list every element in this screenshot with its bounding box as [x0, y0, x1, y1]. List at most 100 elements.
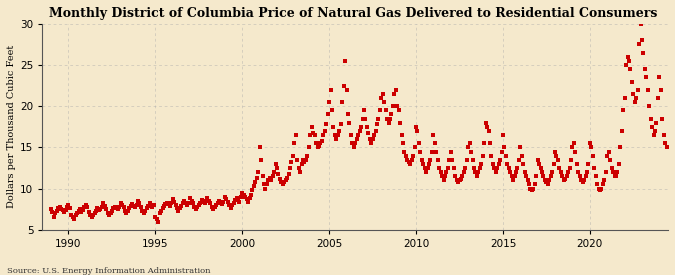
Point	[380, 108, 391, 112]
Point	[423, 166, 433, 170]
Point	[153, 219, 164, 224]
Point	[510, 170, 521, 174]
Point	[398, 141, 408, 145]
Point	[608, 170, 618, 174]
Point	[51, 209, 62, 213]
Point	[85, 213, 96, 217]
Point	[160, 202, 171, 207]
Point	[387, 104, 398, 108]
Point	[263, 178, 274, 183]
Point	[620, 63, 631, 67]
Point	[450, 174, 460, 178]
Point	[56, 207, 67, 211]
Point	[182, 203, 192, 207]
Point	[492, 166, 503, 170]
Point	[73, 209, 84, 213]
Point	[518, 162, 529, 166]
Point	[557, 174, 568, 178]
Point	[138, 211, 149, 216]
Point	[253, 170, 264, 174]
Point	[385, 116, 396, 121]
Point	[127, 202, 138, 207]
Point	[200, 199, 211, 203]
Point	[157, 206, 168, 211]
Point	[184, 200, 194, 205]
Point	[568, 141, 579, 145]
Point	[295, 170, 306, 174]
Point	[247, 188, 258, 192]
Point	[236, 195, 246, 199]
Point	[69, 217, 80, 221]
Point	[259, 182, 269, 187]
Point	[566, 158, 576, 162]
Point	[609, 174, 620, 178]
Point	[146, 203, 157, 207]
Point	[614, 162, 624, 166]
Point	[468, 166, 479, 170]
Point	[404, 160, 414, 164]
Point	[637, 38, 647, 43]
Point	[643, 87, 653, 92]
Point	[531, 174, 542, 178]
Point	[615, 145, 626, 150]
Point	[347, 141, 358, 145]
Point	[155, 211, 165, 216]
Point	[662, 145, 672, 150]
Point	[132, 199, 143, 203]
Point	[103, 213, 114, 217]
Point	[356, 125, 367, 129]
Point	[366, 141, 377, 145]
Point	[224, 203, 235, 207]
Point	[105, 211, 116, 216]
Point	[314, 144, 325, 148]
Point	[504, 166, 514, 170]
Point	[47, 210, 58, 214]
Point	[159, 204, 169, 208]
Point	[590, 174, 601, 178]
Point	[653, 96, 664, 100]
Point	[57, 208, 68, 212]
Point	[654, 75, 665, 80]
Point	[80, 203, 91, 207]
Point	[76, 210, 87, 214]
Point	[647, 125, 657, 129]
Point	[648, 133, 659, 137]
Point	[318, 133, 329, 137]
Point	[350, 141, 360, 145]
Point	[447, 158, 458, 162]
Point	[192, 205, 202, 209]
Point	[616, 129, 627, 133]
Point	[240, 195, 250, 199]
Point	[131, 203, 142, 207]
Point	[473, 170, 484, 174]
Point	[79, 205, 90, 209]
Text: Monthly District of Columbia Price of Natural Gas Delivered to Residential Consu: Monthly District of Columbia Price of Na…	[49, 7, 657, 20]
Point	[108, 206, 119, 211]
Point	[554, 166, 565, 170]
Point	[487, 162, 498, 166]
Point	[93, 208, 104, 212]
Point	[564, 166, 575, 170]
Point	[196, 198, 207, 202]
Point	[328, 125, 339, 129]
Point	[331, 137, 342, 141]
Point	[592, 182, 603, 187]
Point	[86, 215, 97, 220]
Point	[242, 200, 253, 204]
Point	[587, 153, 598, 158]
Point	[46, 207, 57, 211]
Point	[309, 133, 320, 137]
Point	[415, 149, 426, 154]
Point	[63, 203, 74, 207]
Point	[395, 120, 406, 125]
Point	[302, 153, 313, 158]
Point	[548, 162, 559, 166]
Point	[84, 210, 95, 214]
Point	[61, 205, 72, 209]
Y-axis label: Dollars per Thousand Cubic Feet: Dollars per Thousand Cubic Feet	[7, 45, 16, 208]
Point	[533, 158, 543, 162]
Point	[583, 162, 594, 166]
Point	[117, 203, 128, 207]
Point	[394, 108, 404, 112]
Point	[150, 215, 161, 220]
